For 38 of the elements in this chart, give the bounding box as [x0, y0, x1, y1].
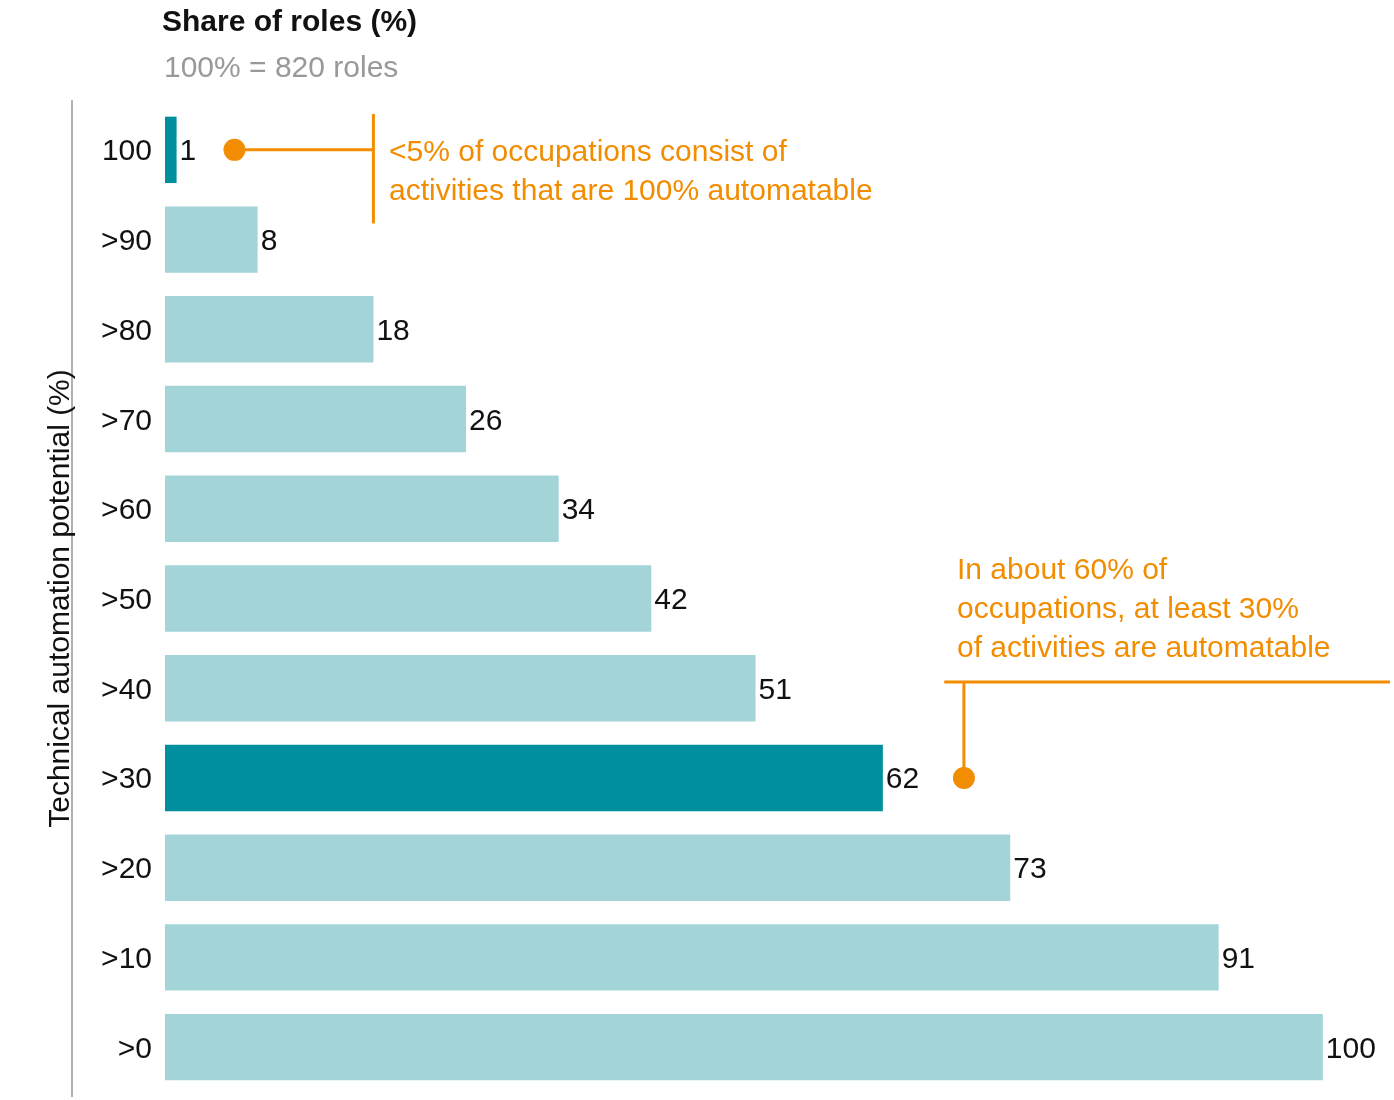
- bar: [165, 116, 177, 184]
- chart-title: Share of roles (%): [162, 4, 418, 37]
- y-tick-label: >30: [101, 761, 152, 795]
- bar: [165, 296, 374, 363]
- data-label: 8: [260, 223, 278, 257]
- y-tick-label: >0: [117, 1030, 152, 1064]
- data-label: 42: [654, 582, 688, 615]
- bar: [165, 834, 1011, 901]
- data-label: 26: [469, 402, 503, 436]
- y-tick-label: >70: [101, 402, 152, 436]
- data-label: 100: [1325, 1030, 1376, 1064]
- y-tick-label: >90: [101, 223, 152, 257]
- data-label: 34: [561, 492, 596, 526]
- y-tick-label: >80: [101, 312, 152, 346]
- bar: [165, 924, 1219, 991]
- bar: [165, 475, 559, 542]
- y-tick-label: >40: [101, 671, 152, 705]
- data-label: 91: [1221, 940, 1256, 974]
- data-label: 1: [179, 133, 197, 167]
- chart-subtitle: 100% = 820 roles: [164, 50, 399, 83]
- y-axis-title: Technical automation potential (%): [42, 369, 76, 828]
- bar: [165, 744, 883, 812]
- bar: [165, 1013, 1323, 1081]
- data-label: 62: [885, 761, 920, 795]
- y-tick-label: >10: [101, 940, 152, 974]
- annotation: In about 60% of occupations, at least 30% of activities are automatable: [957, 552, 1331, 663]
- data-label: 18: [376, 312, 410, 346]
- annotation: <5% of occupations consist of activities that are 100% automatable: [389, 134, 873, 206]
- bar: [165, 206, 258, 273]
- y-tick-label: 100: [101, 133, 152, 167]
- data-label: 73: [1013, 851, 1047, 885]
- data-label: 51: [758, 671, 792, 705]
- bar: [165, 655, 756, 722]
- bar: [165, 385, 467, 453]
- y-tick-label: >20: [101, 851, 152, 885]
- y-tick-label: >60: [101, 492, 152, 526]
- y-tick-label: >50: [101, 582, 152, 615]
- bar: [165, 565, 652, 632]
